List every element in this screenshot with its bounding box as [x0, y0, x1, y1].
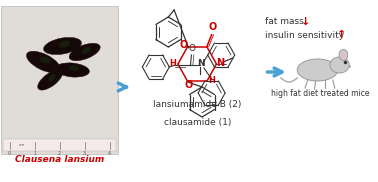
Ellipse shape: [82, 46, 91, 54]
Ellipse shape: [69, 43, 100, 61]
Text: fat mass: fat mass: [265, 17, 303, 27]
Ellipse shape: [55, 63, 90, 77]
Ellipse shape: [59, 40, 70, 48]
Text: O: O: [180, 40, 188, 50]
Ellipse shape: [38, 70, 62, 90]
Text: 2: 2: [58, 151, 61, 156]
Text: Clausena lansium: Clausena lansium: [15, 155, 104, 165]
Ellipse shape: [339, 50, 348, 60]
Ellipse shape: [40, 57, 51, 63]
Ellipse shape: [69, 65, 79, 71]
FancyBboxPatch shape: [3, 139, 116, 151]
Text: H: H: [208, 76, 215, 85]
Ellipse shape: [48, 74, 56, 82]
Text: H: H: [170, 58, 177, 68]
Ellipse shape: [341, 52, 346, 58]
FancyBboxPatch shape: [1, 6, 118, 154]
Text: ↓: ↓: [301, 17, 310, 27]
Text: N: N: [216, 58, 225, 68]
Ellipse shape: [297, 59, 338, 81]
Text: O: O: [184, 80, 193, 90]
Text: 0: 0: [8, 151, 11, 156]
Text: high fat diet treated mice: high fat diet treated mice: [271, 90, 370, 98]
Text: lansiumamide B (2): lansiumamide B (2): [153, 100, 242, 108]
Ellipse shape: [43, 37, 82, 55]
Ellipse shape: [26, 51, 60, 73]
Text: O: O: [209, 22, 217, 32]
Text: insulin sensitivity: insulin sensitivity: [265, 31, 344, 39]
Ellipse shape: [330, 57, 349, 73]
Text: N: N: [197, 60, 205, 68]
Text: 1: 1: [33, 151, 36, 156]
Text: O: O: [189, 44, 196, 53]
Text: 3: 3: [83, 151, 86, 156]
Text: 4: 4: [108, 151, 111, 156]
Text: cm: cm: [19, 143, 26, 147]
Text: ↑: ↑: [337, 30, 346, 40]
Text: clausamide (1): clausamide (1): [164, 118, 231, 126]
